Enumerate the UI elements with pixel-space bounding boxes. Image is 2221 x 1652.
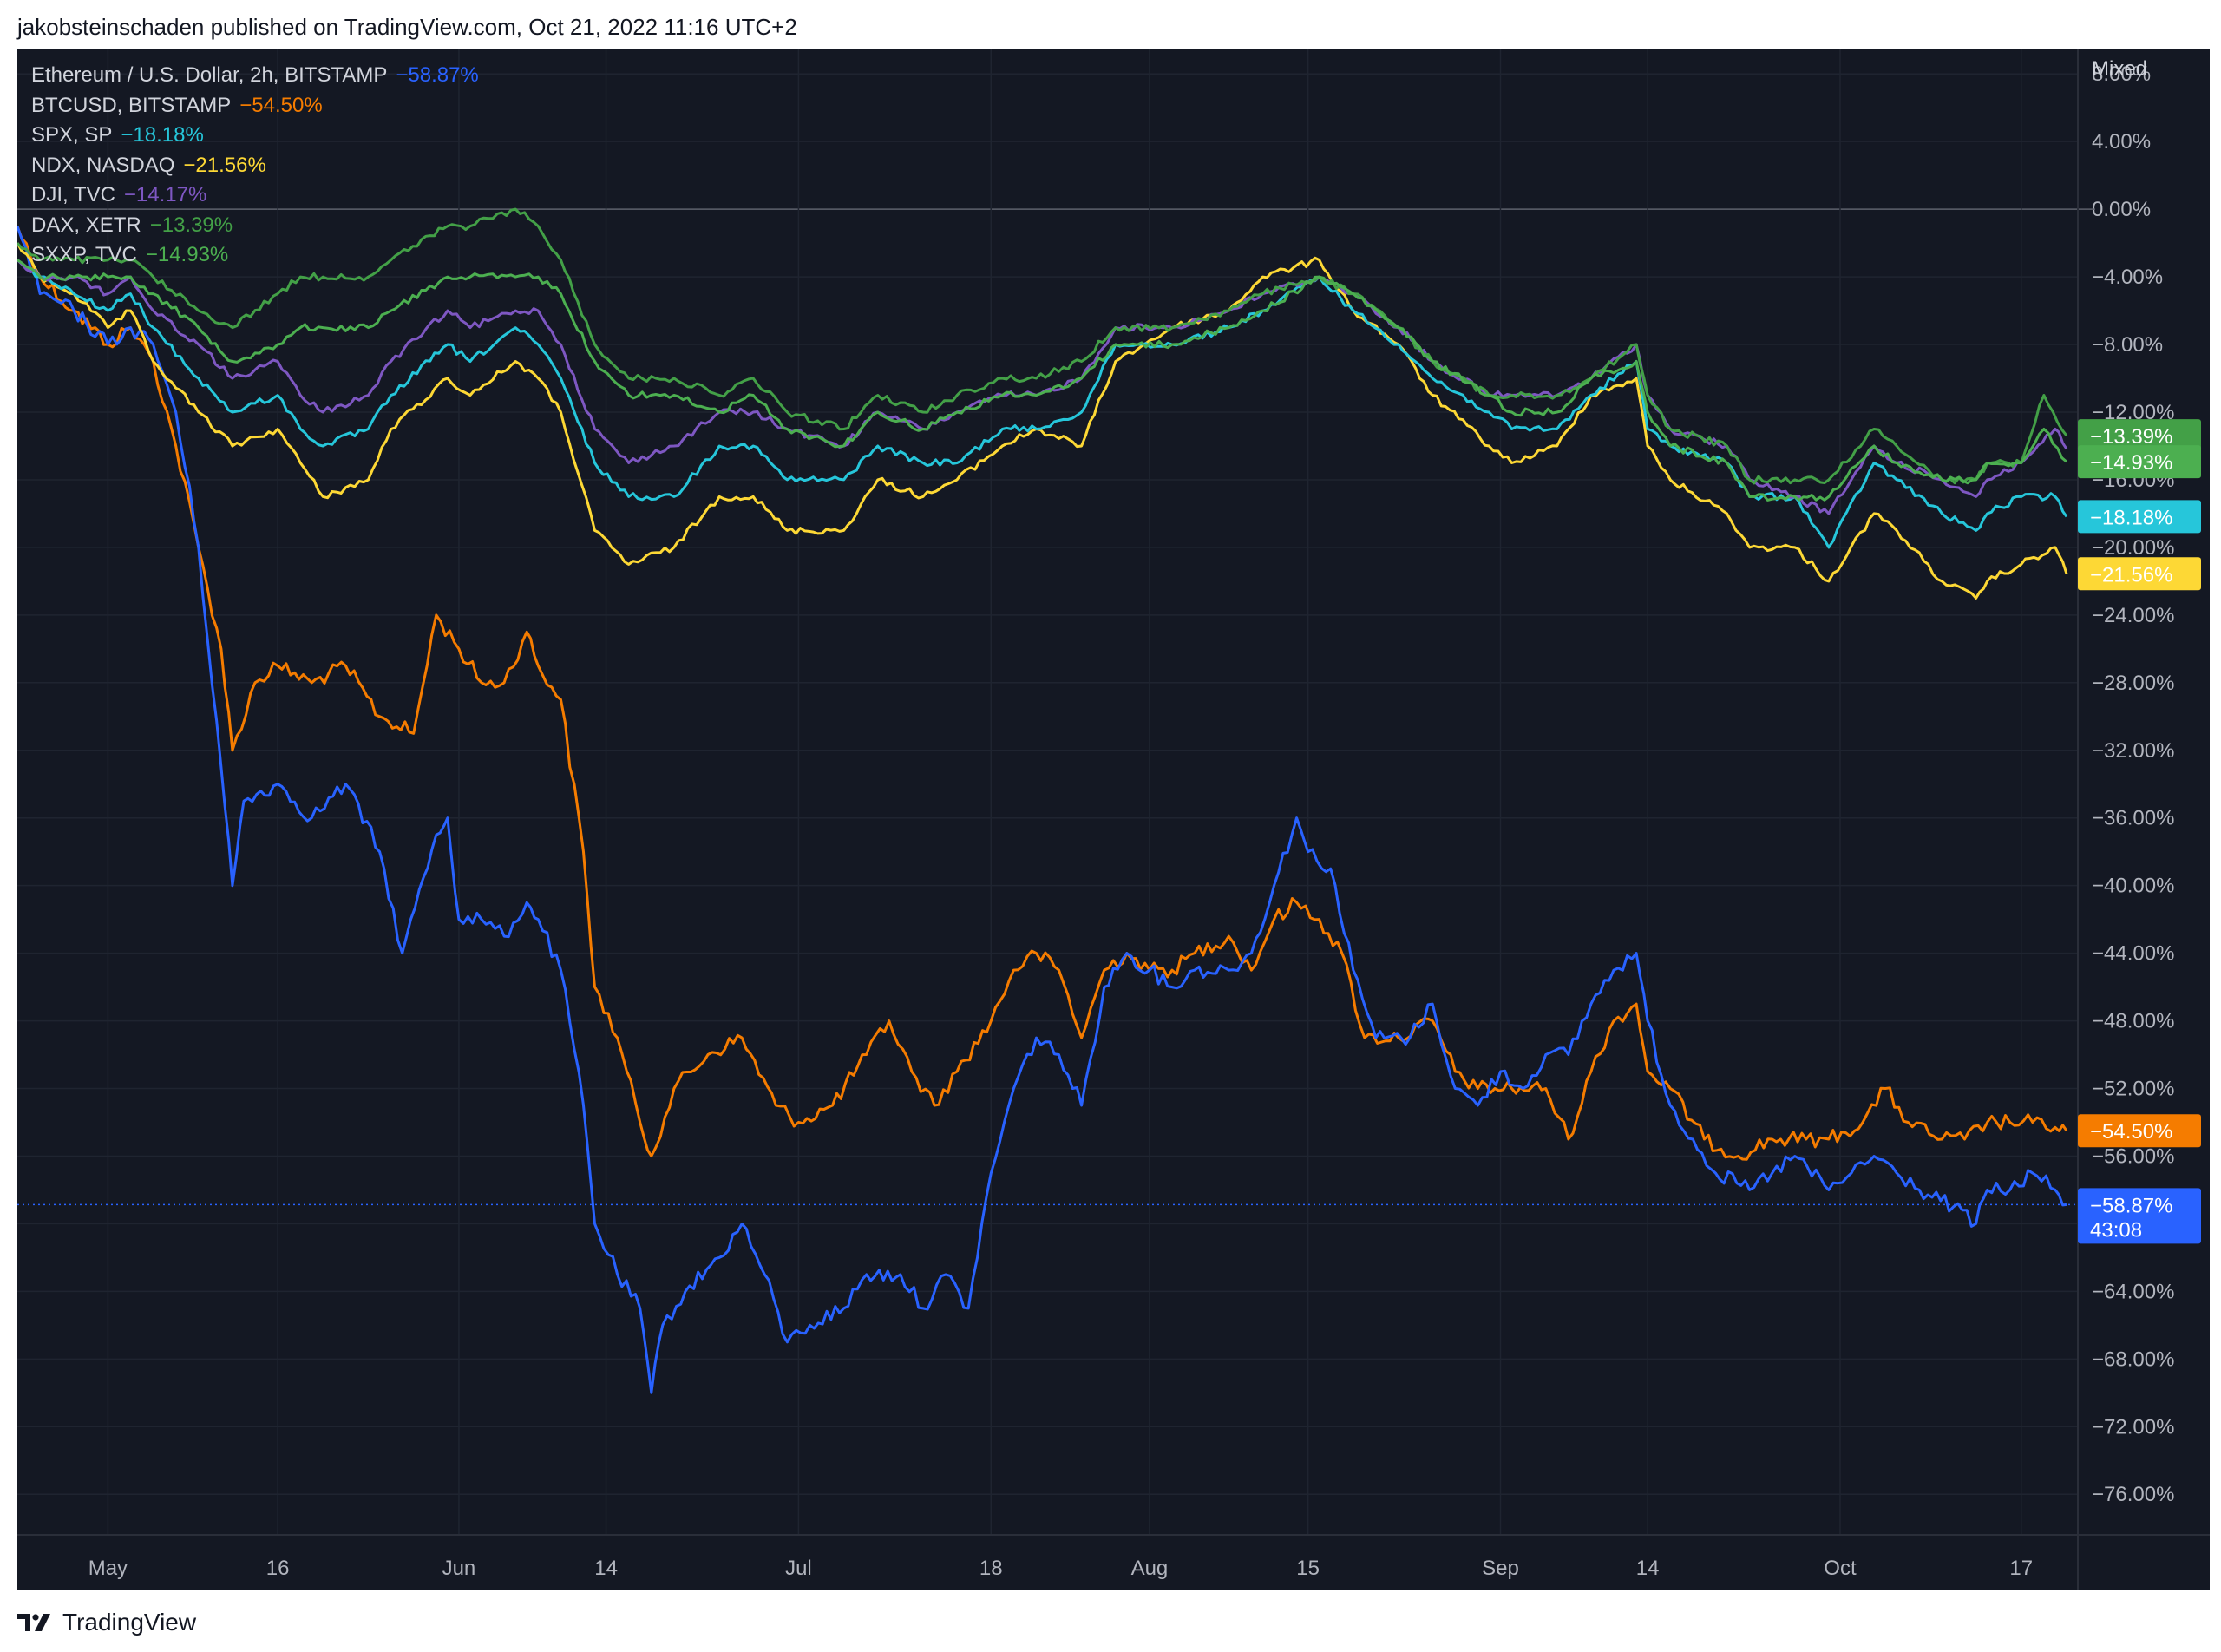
price-tag-label: 43:08 [2090,1218,2142,1242]
x-tick-label: 16 [266,1557,290,1580]
y-tick-label: −40.00% [2092,875,2174,898]
x-tick-label: Oct [1824,1557,1857,1580]
price-tag-background [2078,1188,2201,1244]
series-line[interactable] [17,242,2068,600]
x-tick-label: 17 [2009,1557,2033,1580]
legend-symbol-name: BTCUSD, BITSTAMP [31,93,232,117]
legend-row[interactable]: DJI, TVC −14.17% [31,180,479,211]
legend-change-value: −13.39% [149,213,233,237]
y-tick-label: 0.00% [2092,198,2151,221]
y-tick-label: −24.00% [2092,604,2174,627]
legend-symbol-name: SPX, SP [31,123,113,147]
x-tick-label: 14 [1636,1557,1660,1580]
y-tick-label: 8.00% [2092,62,2151,86]
legend-change-value: −14.93% [145,243,229,266]
legend-symbol-name: Ethereum / U.S. Dollar, 2h, BITSTAMP [31,63,388,87]
price-tag-label: −58.87% [2090,1194,2172,1217]
legend-symbol-name: SXXP, TVC [31,243,137,266]
series-line[interactable] [17,259,2067,502]
y-tick-label: −20.00% [2092,536,2174,560]
price-tag-background [2078,557,2201,591]
tradingview-logo-icon [17,1614,50,1631]
legend-change-value: −14.17% [123,183,207,206]
y-tick-label: 4.00% [2092,130,2151,154]
series-line[interactable] [17,226,2068,1161]
x-tick-label: Jul [785,1557,812,1580]
scale-mode-label[interactable]: Mixed [2092,57,2148,81]
legend-row[interactable]: SPX, SP −18.18% [31,121,479,151]
legend-row[interactable]: BTCUSD, BITSTAMP −54.50% [31,91,479,121]
y-tick-label: −56.00% [2092,1144,2174,1168]
price-tag-background [2078,419,2201,453]
price-tag-label: −21.56% [2090,563,2172,587]
price-tag-background [2078,1114,2201,1148]
x-tick-label: 15 [1296,1557,1320,1580]
legend-row[interactable]: NDX, NASDAQ −21.56% [31,151,479,181]
y-tick-label: −48.00% [2092,1010,2174,1033]
y-tick-label: −76.00% [2092,1483,2174,1506]
chart-legend: Ethereum / U.S. Dollar, 2h, BITSTAMP −58.… [31,61,479,271]
legend-row[interactable]: DAX, XETR −13.39% [31,211,479,241]
price-tag: −18.18% [2078,500,2201,534]
y-tick-label: −52.00% [2092,1078,2174,1101]
x-tick-label: Aug [1131,1557,1169,1580]
legend-symbol-name: NDX, NASDAQ [31,153,175,177]
legend-change-value: −21.56% [183,153,266,177]
legend-row[interactable]: SXXP, TVC −14.93% [31,240,479,271]
x-tick-label: 14 [594,1557,618,1580]
x-tick-label: May [88,1557,128,1580]
chart-panel[interactable]: 8.00% 4.00% 0.00% −4.00% −8.00% −12.00% −16.00… [17,49,2210,1590]
price-tag: −58.87%43:08 [2078,1188,2201,1244]
y-tick-label: −28.00% [2092,672,2174,695]
series-line[interactable] [17,207,2068,485]
series-line[interactable] [17,226,2067,1394]
y-tick-label: −72.00% [2092,1415,2174,1439]
y-tick-label: −68.00% [2092,1347,2174,1371]
y-tick-label: −32.00% [2092,739,2174,763]
y-tick-label: −44.00% [2092,942,2174,966]
legend-row[interactable]: Ethereum / U.S. Dollar, 2h, BITSTAMP −58.… [31,61,479,91]
chart-canvas[interactable]: 8.00%4.00%0.00%−4.00%−8.00%−12.00%−16.00… [17,49,2210,1590]
price-tag-label: −18.18% [2090,506,2172,529]
price-tag-background [2078,445,2201,479]
y-tick-label: −64.00% [2092,1280,2174,1303]
footer: TradingView [17,1605,196,1640]
series-line[interactable] [17,259,2068,549]
legend-symbol-name: DAX, XETR [31,213,141,237]
price-tag-label: −54.50% [2090,1120,2172,1144]
legend-change-value: −54.50% [239,93,323,117]
price-tag: −13.39% [2078,419,2201,453]
y-tick-label: −8.00% [2092,333,2163,357]
x-tick-label: 18 [979,1557,1003,1580]
price-tag: −54.50% [2078,1114,2201,1148]
x-tick-label: Sep [1482,1557,1519,1580]
price-tag: −14.93% [2078,445,2201,479]
x-tick-label: Jun [442,1557,476,1580]
y-tick-label: −36.00% [2092,807,2174,830]
legend-symbol-name: DJI, TVC [31,183,115,206]
footer-brand-text: TradingView [62,1609,197,1636]
price-tag-background [2078,500,2201,534]
price-tag-label: −13.39% [2090,425,2172,449]
legend-change-value: −18.18% [121,123,204,147]
y-tick-label: −4.00% [2092,266,2163,289]
publish-header: jakobsteinschaden published on TradingVi… [17,14,797,40]
legend-change-value: −58.87% [396,63,479,87]
price-tag: −21.56% [2078,557,2201,591]
price-tag-label: −14.93% [2090,451,2172,475]
